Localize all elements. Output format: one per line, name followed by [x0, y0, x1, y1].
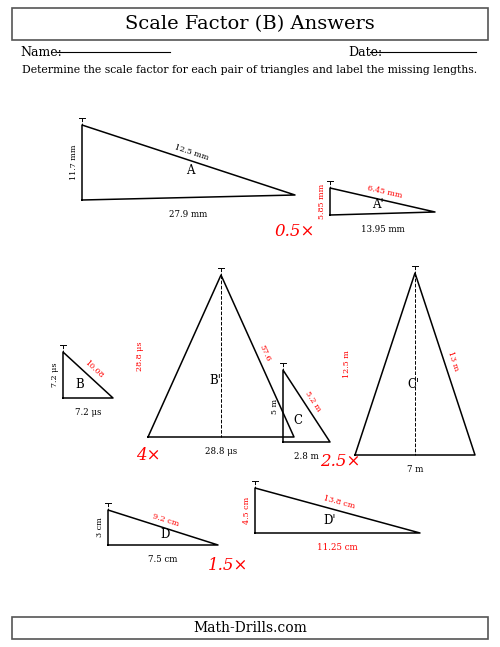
Text: B': B': [209, 373, 221, 386]
Text: D': D': [324, 514, 336, 527]
Text: Name:: Name:: [20, 45, 62, 58]
Text: 7.2 μs: 7.2 μs: [51, 363, 59, 388]
Text: 10.08: 10.08: [82, 358, 104, 380]
Text: 7 m: 7 m: [407, 465, 423, 474]
Text: 2.8 m: 2.8 m: [294, 452, 319, 461]
Text: B: B: [76, 378, 84, 391]
Text: 5.2 m: 5.2 m: [304, 390, 323, 413]
Text: A: A: [186, 164, 194, 177]
Text: 11.25 cm: 11.25 cm: [317, 543, 358, 552]
Text: Determine the scale factor for each pair of triangles and label the missing leng: Determine the scale factor for each pair…: [22, 65, 477, 75]
Text: 5.85 mm: 5.85 mm: [318, 184, 326, 219]
Text: 7.5 cm: 7.5 cm: [148, 555, 178, 564]
Text: 9.2 cm: 9.2 cm: [151, 512, 180, 528]
Text: C': C': [407, 378, 419, 391]
Text: A': A': [372, 199, 384, 212]
FancyBboxPatch shape: [12, 617, 488, 639]
Text: D: D: [160, 529, 170, 542]
Text: 12.5 mm: 12.5 mm: [173, 143, 209, 162]
Text: Date:: Date:: [348, 45, 382, 58]
Text: 28.8 μs: 28.8 μs: [136, 341, 144, 371]
Text: 12.5 m: 12.5 m: [343, 350, 351, 378]
Text: 2.5×: 2.5×: [320, 454, 360, 470]
Text: 1.5×: 1.5×: [208, 556, 248, 573]
Text: 13 m: 13 m: [446, 351, 460, 373]
Text: Scale Factor (B) Answers: Scale Factor (B) Answers: [125, 15, 375, 33]
FancyBboxPatch shape: [12, 8, 488, 40]
Text: 4.5 cm: 4.5 cm: [243, 497, 251, 524]
Text: 5 m: 5 m: [271, 399, 279, 413]
Text: 27.9 mm: 27.9 mm: [170, 210, 207, 219]
Text: 13.95 mm: 13.95 mm: [360, 225, 405, 234]
Text: 57.6: 57.6: [258, 343, 272, 362]
Text: Math-Drills.com: Math-Drills.com: [193, 621, 307, 635]
Text: 0.5×: 0.5×: [275, 223, 315, 241]
Text: 13.8 cm: 13.8 cm: [323, 495, 356, 511]
Text: 4×: 4×: [136, 446, 160, 463]
Text: 11.7 mm: 11.7 mm: [70, 145, 78, 181]
Text: 6.45 mm: 6.45 mm: [366, 184, 403, 200]
Text: 7.2 μs: 7.2 μs: [75, 408, 101, 417]
Text: 28.8 μs: 28.8 μs: [205, 447, 237, 456]
Text: 3 cm: 3 cm: [96, 518, 104, 538]
Text: C: C: [294, 413, 302, 426]
